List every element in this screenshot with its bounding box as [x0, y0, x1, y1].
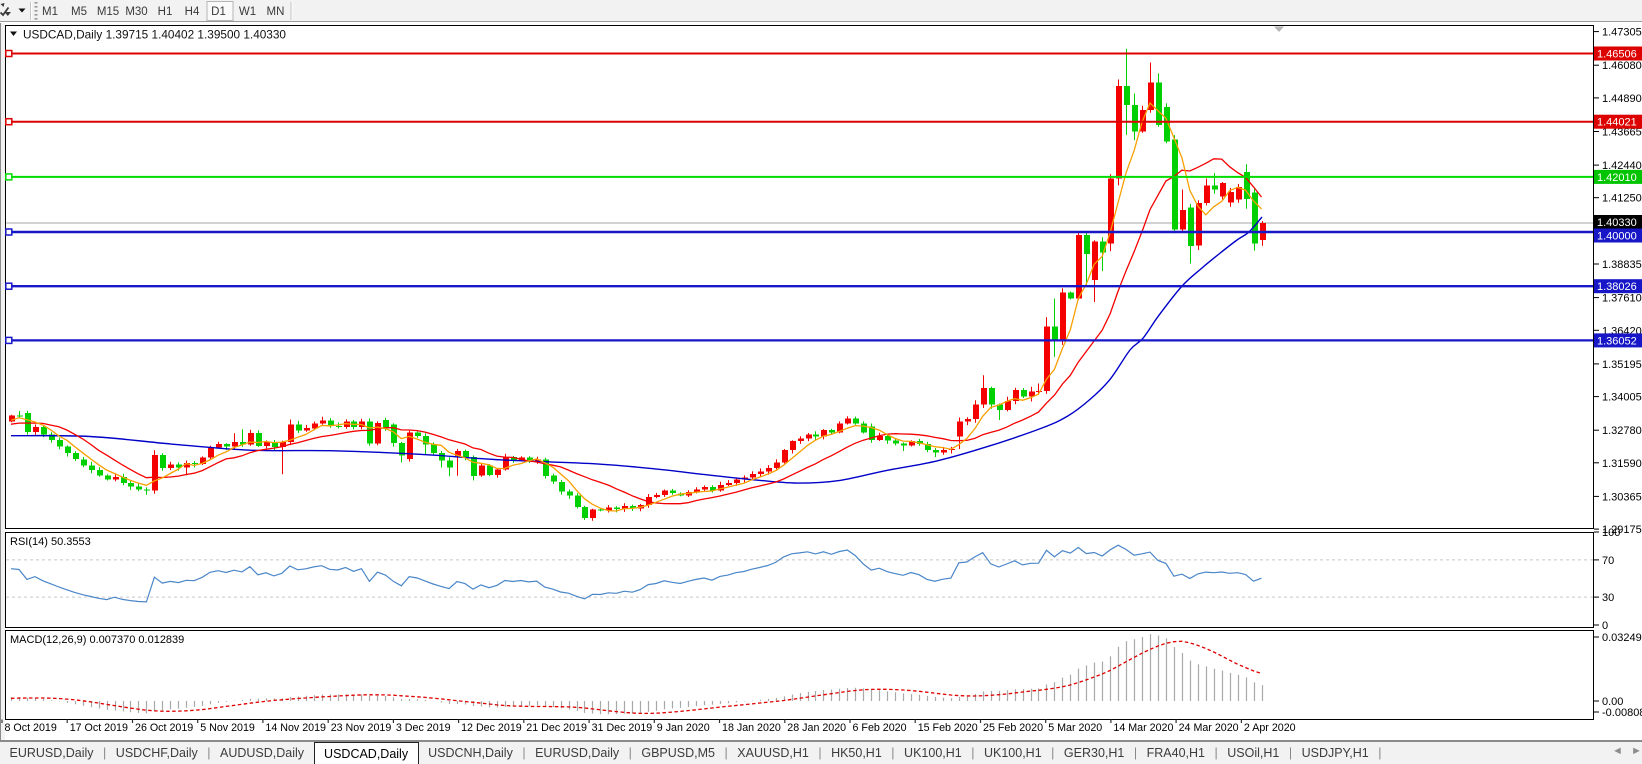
svg-text:18 Jan 2020: 18 Jan 2020	[722, 722, 781, 734]
svg-text:70: 70	[1602, 555, 1614, 567]
svg-text:1.44890: 1.44890	[1602, 93, 1642, 105]
svg-text:D1: D1	[211, 6, 226, 18]
svg-text:M5: M5	[71, 6, 87, 18]
svg-text:1.40000: 1.40000	[1597, 231, 1637, 243]
svg-text:-0.008086: -0.008086	[1602, 707, 1642, 719]
svg-text:6 Feb 2020: 6 Feb 2020	[853, 722, 907, 734]
svg-text:100: 100	[1602, 527, 1620, 539]
svg-text:1.30365: 1.30365	[1602, 491, 1642, 503]
svg-text:8 Oct 2019: 8 Oct 2019	[5, 722, 57, 734]
svg-text:23 Nov 2019: 23 Nov 2019	[331, 722, 392, 734]
svg-text:21 Dec 2019: 21 Dec 2019	[526, 722, 587, 734]
svg-text:USDCAD,Daily 1.39715 1.40402: USDCAD,Daily 1.39715 1.40402 1.39500 1.4…	[23, 28, 286, 42]
svg-text:1.46080: 1.46080	[1602, 60, 1642, 72]
svg-text:25 Feb 2020: 25 Feb 2020	[983, 722, 1043, 734]
svg-text:M15: M15	[97, 6, 119, 18]
svg-text:1.41250: 1.41250	[1602, 193, 1642, 205]
svg-text:3 Dec 2019: 3 Dec 2019	[396, 722, 451, 734]
svg-text:9 Jan 2020: 9 Jan 2020	[657, 722, 710, 734]
svg-text:14 Nov 2019: 14 Nov 2019	[265, 722, 326, 734]
svg-text:MACD(12,26,9) 0.007370 0.01283: MACD(12,26,9) 0.007370 0.012839	[10, 634, 184, 646]
svg-text:24 Mar 2020: 24 Mar 2020	[1179, 722, 1239, 734]
svg-text:RSI(14) 50.3553: RSI(14) 50.3553	[10, 536, 91, 548]
svg-text:1.35195: 1.35195	[1602, 359, 1642, 371]
svg-text:1.38835: 1.38835	[1602, 259, 1642, 271]
svg-text:5 Mar 2020: 5 Mar 2020	[1048, 722, 1102, 734]
svg-text:5 Nov 2019: 5 Nov 2019	[200, 722, 255, 734]
svg-text:1.47305: 1.47305	[1602, 27, 1642, 39]
svg-text:1.36052: 1.36052	[1597, 335, 1637, 347]
svg-text:12 Dec 2019: 12 Dec 2019	[461, 722, 522, 734]
svg-text:H1: H1	[158, 6, 173, 18]
svg-text:1.42010: 1.42010	[1597, 172, 1637, 184]
svg-text:0.00: 0.00	[1602, 696, 1623, 708]
svg-text:31 Dec 2019: 31 Dec 2019	[592, 722, 653, 734]
svg-text:0.032493: 0.032493	[1602, 632, 1642, 644]
svg-text:0: 0	[1602, 620, 1608, 632]
svg-text:2 Apr 2020: 2 Apr 2020	[1244, 722, 1296, 734]
svg-text:28 Jan 2020: 28 Jan 2020	[787, 722, 846, 734]
svg-text:1.38026: 1.38026	[1597, 281, 1637, 293]
svg-text:H4: H4	[185, 6, 200, 18]
svg-text:1.42440: 1.42440	[1602, 160, 1642, 172]
svg-text:1.31590: 1.31590	[1602, 458, 1642, 470]
svg-text:1.46506: 1.46506	[1597, 49, 1637, 61]
svg-text:30: 30	[1602, 592, 1614, 604]
svg-text:1.34005: 1.34005	[1602, 392, 1642, 404]
svg-text:1.29175: 1.29175	[1602, 524, 1642, 536]
svg-text:1.43665: 1.43665	[1602, 127, 1642, 139]
svg-text:M30: M30	[125, 6, 147, 18]
svg-text:MN: MN	[267, 6, 285, 18]
svg-text:1.44021: 1.44021	[1597, 117, 1637, 129]
svg-text:W1: W1	[239, 6, 256, 18]
svg-text:17 Oct 2019: 17 Oct 2019	[70, 722, 128, 734]
svg-text:26 Oct 2019: 26 Oct 2019	[135, 722, 193, 734]
svg-text:1.40330: 1.40330	[1597, 217, 1637, 229]
svg-text:15 Feb 2020: 15 Feb 2020	[918, 722, 978, 734]
svg-text:1.37610: 1.37610	[1602, 293, 1642, 305]
svg-text:1.32780: 1.32780	[1602, 425, 1642, 437]
svg-text:M1: M1	[42, 6, 58, 18]
svg-text:14 Mar 2020: 14 Mar 2020	[1113, 722, 1173, 734]
